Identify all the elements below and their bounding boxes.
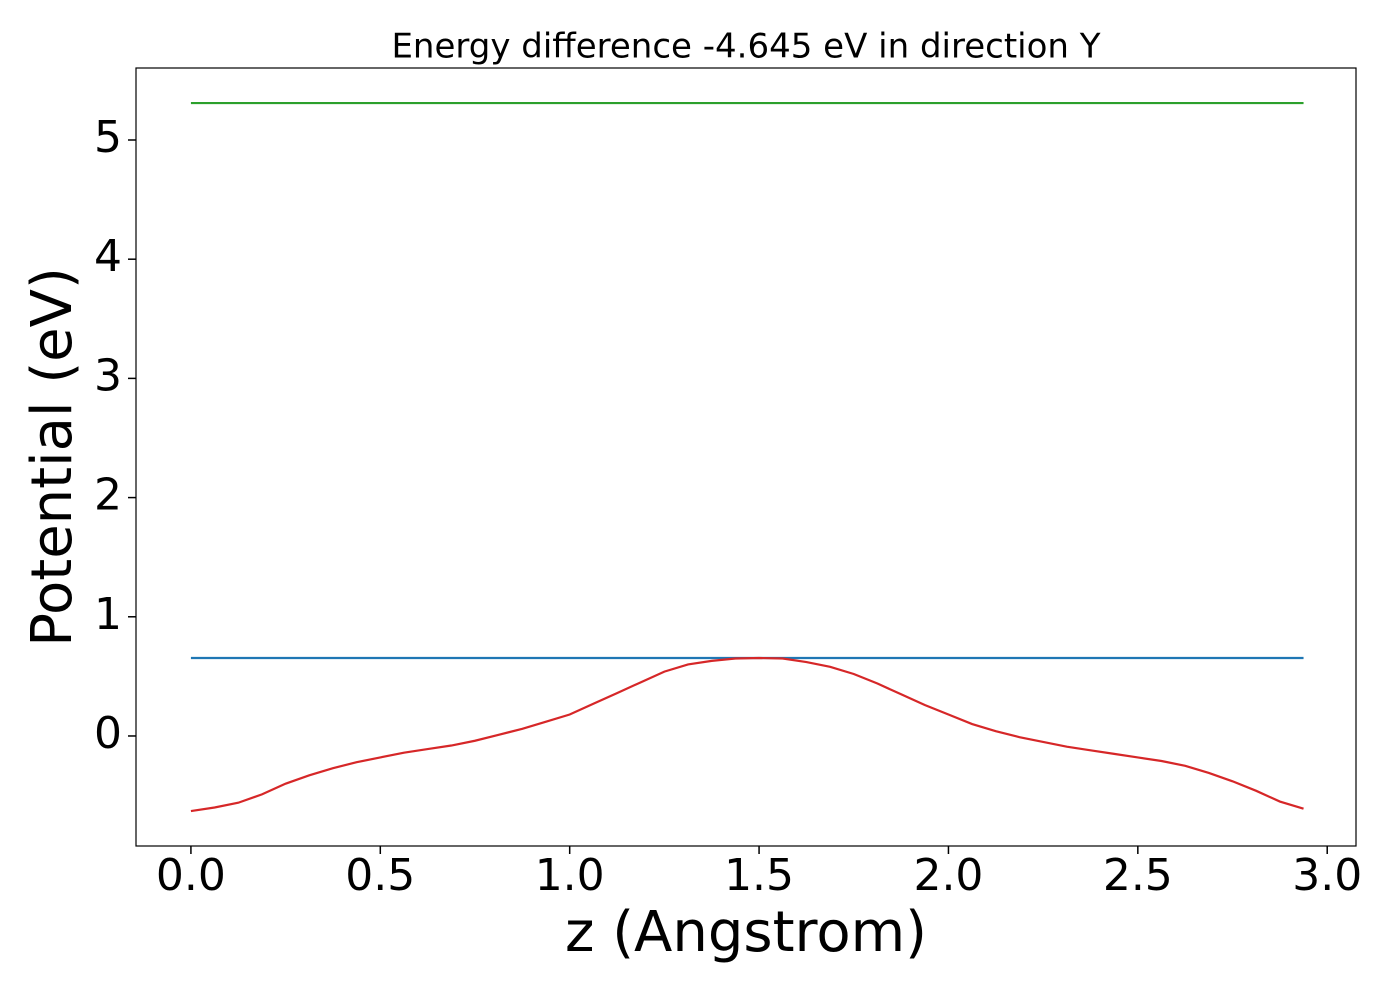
x-tick-label: 2.5 xyxy=(1103,850,1173,901)
x-axis-label: z (Angstrom) xyxy=(565,900,927,965)
y-tick-label: 4 xyxy=(94,231,122,282)
y-tick-label: 3 xyxy=(94,350,122,401)
x-tick-label: 3.0 xyxy=(1292,850,1362,901)
x-tick-label: 0.5 xyxy=(345,850,415,901)
y-tick-label: 1 xyxy=(94,589,122,640)
series-line xyxy=(190,656,1304,813)
x-tick-label: 2.0 xyxy=(913,850,983,901)
y-tick-label: 0 xyxy=(94,708,122,759)
plot-frame xyxy=(135,67,1357,847)
chart-title: Energy difference -4.645 eV in direction… xyxy=(391,27,1100,67)
y-tick-label: 5 xyxy=(94,112,122,163)
x-tick-label: 0.0 xyxy=(156,850,226,901)
y-axis-label: Potential (eV) xyxy=(20,267,85,647)
x-tick-label: 1.5 xyxy=(724,850,794,901)
x-tick-label: 1.0 xyxy=(535,850,605,901)
y-tick-label: 2 xyxy=(94,470,122,521)
